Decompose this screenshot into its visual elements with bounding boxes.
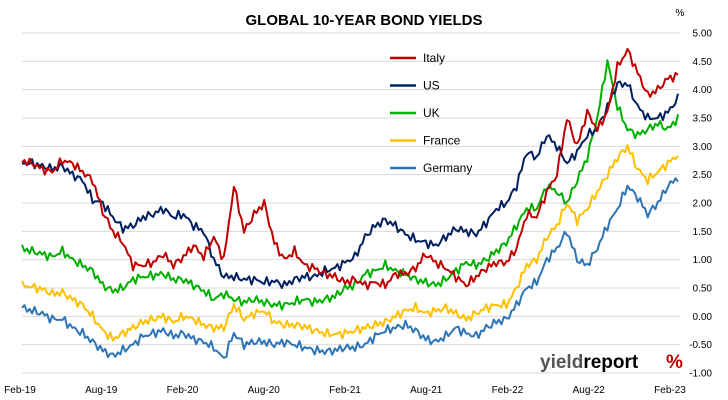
x-tick-label: Aug-22 (573, 385, 606, 396)
x-tick-label: Feb-23 (654, 385, 686, 396)
series-line-us (21, 80, 679, 289)
y-tick-label: -1.00 (689, 369, 712, 380)
yieldreport-logo: yieldreport % (540, 352, 683, 373)
legend-label-germany: Germany (423, 161, 472, 175)
x-tick-label: Aug-20 (248, 385, 281, 396)
y-tick-label: 1.00 (693, 255, 713, 266)
y-tick-label: 3.00 (693, 142, 713, 153)
x-tick-label: Feb-19 (4, 385, 36, 396)
y-axis-unit-label: % (676, 8, 685, 19)
series-line-germany (21, 177, 679, 359)
x-tick-label: Aug-21 (410, 385, 443, 396)
series-lines (21, 47, 679, 359)
y-tick-label: 0.50 (693, 284, 713, 295)
x-tick-label: Feb-22 (492, 385, 524, 396)
y-tick-label: 4.00 (693, 85, 713, 96)
series-line-france (21, 144, 679, 342)
x-tick-label: Feb-20 (167, 385, 199, 396)
series-line-uk (21, 59, 679, 311)
y-axis-ticks: -1.00 -0.50 0.00 0.50 1.00 1.50 2.00 2.50 3.00 3.… (689, 29, 712, 380)
chart-title: GLOBAL 10-YEAR BOND YIELDS (246, 12, 483, 29)
svg-text:yieldreport: yieldreport (540, 352, 639, 373)
logo-percent-symbol: % (666, 352, 683, 373)
legend-label-uk: UK (423, 106, 440, 120)
legend-label-us: US (423, 79, 440, 93)
series-line-italy (21, 47, 679, 291)
gridlines (22, 32, 680, 374)
x-tick-label: Aug-19 (85, 385, 118, 396)
legend: Italy US UK France Germany (390, 51, 472, 175)
y-tick-label: 0.00 (693, 312, 713, 323)
y-tick-label: 5.00 (693, 29, 713, 40)
y-tick-label: 2.00 (693, 199, 713, 210)
x-tick-label: Feb-21 (329, 385, 361, 396)
y-tick-label: 4.50 (693, 57, 713, 68)
legend-label-france: France (423, 134, 461, 148)
y-tick-label: 2.50 (693, 170, 713, 181)
legend-label-italy: Italy (423, 51, 445, 65)
logo-text-report: report (583, 352, 639, 373)
y-tick-label: 1.50 (693, 227, 713, 238)
y-tick-label: 3.50 (693, 114, 713, 125)
x-axis-ticks: Feb-19 Aug-19 Feb-20 Aug-20 Feb-21 Aug-21 Feb-… (4, 385, 686, 396)
logo-text-yield: yield (540, 352, 583, 373)
y-tick-label: -0.50 (689, 340, 712, 351)
